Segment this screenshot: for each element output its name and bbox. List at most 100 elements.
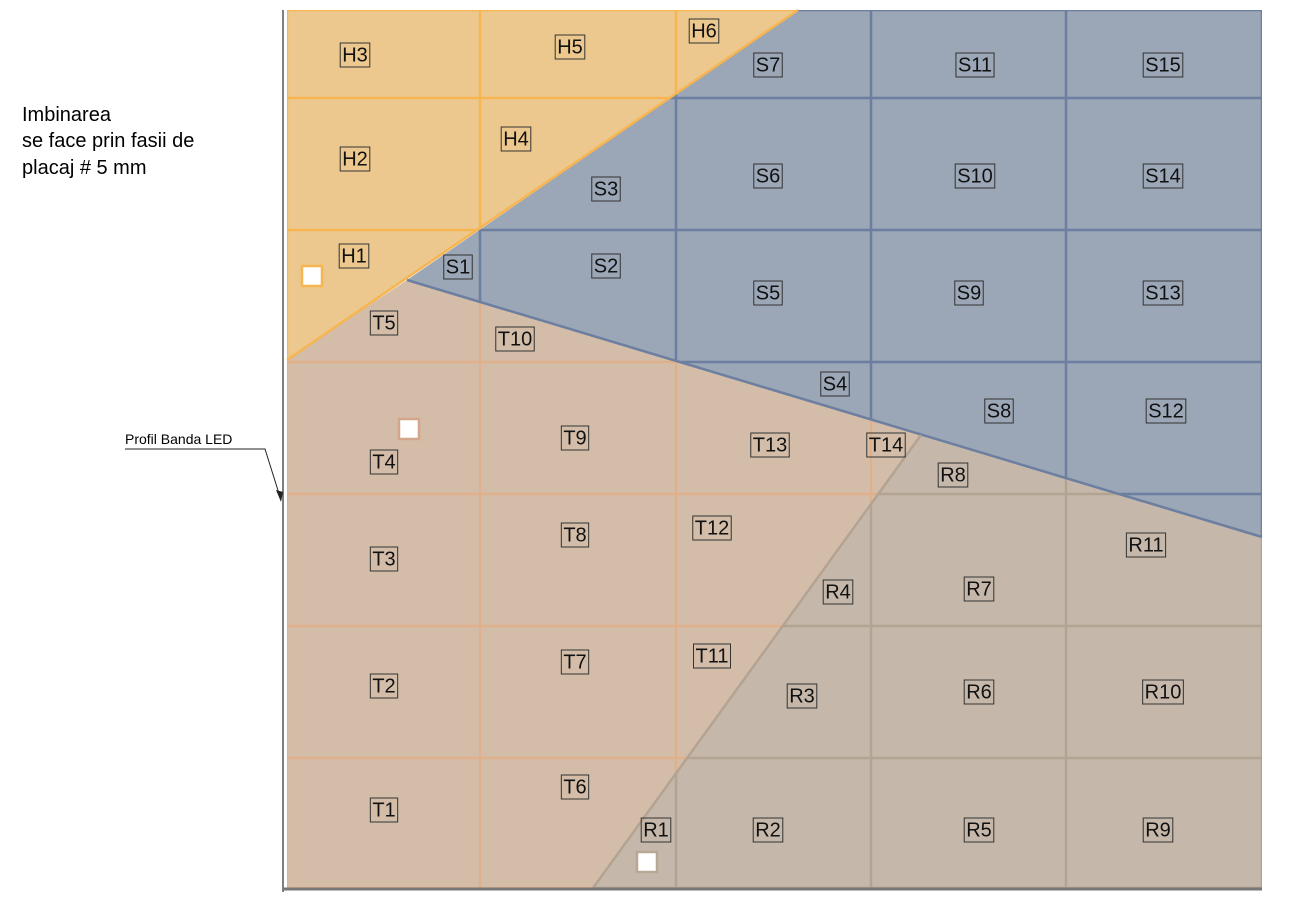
panel-label: T9 xyxy=(560,425,590,451)
label-text: T5 xyxy=(372,312,395,334)
panel-label: R7 xyxy=(963,576,995,602)
labels: H3 H5 H6 S7 S11 S15 H2 H4 S3 S6 S10 S14 H1 S1 S2 S5 S9 S1… xyxy=(338,18,1187,843)
callout-text: Profil Banda LED xyxy=(125,431,232,447)
panel-label: T13 xyxy=(750,432,790,458)
label-text: T1 xyxy=(372,799,395,821)
label-text: T6 xyxy=(563,776,586,798)
panel-label: S8 xyxy=(984,398,1014,424)
label-text: S13 xyxy=(1145,282,1181,304)
label-box xyxy=(688,18,720,44)
panel-label: T2 xyxy=(369,673,399,699)
note-line: Imbinarea xyxy=(22,104,112,126)
note-line: placaj # 5 mm xyxy=(22,157,147,179)
label-box xyxy=(369,673,399,699)
panel-label: H2 xyxy=(339,146,371,172)
boundary xyxy=(406,278,1263,539)
label-box xyxy=(339,146,371,172)
label-text: R8 xyxy=(940,464,966,486)
label-text: S9 xyxy=(957,282,981,304)
panel-label: R1 xyxy=(640,817,672,843)
panel-label: T4 xyxy=(369,449,399,475)
label-box xyxy=(963,817,995,843)
label-text: H1 xyxy=(341,245,367,267)
panel-label: R6 xyxy=(963,679,995,705)
panel-label: H6 xyxy=(688,18,720,44)
label-text: S12 xyxy=(1148,400,1184,422)
label-text: R6 xyxy=(966,681,992,703)
panel-label: T7 xyxy=(560,649,590,675)
panel-label: S4 xyxy=(820,371,850,397)
label-box xyxy=(753,163,783,189)
panel-label: S13 xyxy=(1142,280,1184,306)
leader xyxy=(125,448,282,501)
panel-label: R5 xyxy=(963,817,995,843)
label-text: T8 xyxy=(563,524,586,546)
panel-label: T1 xyxy=(369,797,399,823)
marker-square xyxy=(300,264,324,288)
label-text: S4 xyxy=(823,373,847,395)
label-text: R1 xyxy=(643,819,669,841)
label-text: T13 xyxy=(753,434,787,456)
label-box xyxy=(937,462,969,488)
label-box xyxy=(750,432,790,458)
label-box xyxy=(640,817,672,843)
panel-label: R9 xyxy=(1142,817,1174,843)
label-box xyxy=(984,398,1014,424)
label-box xyxy=(753,280,783,306)
label-box xyxy=(954,280,984,306)
label-box xyxy=(1142,280,1184,306)
label-text: R9 xyxy=(1145,819,1171,841)
label-box xyxy=(338,243,370,269)
label-text: H2 xyxy=(342,148,368,170)
label-box xyxy=(1142,679,1184,705)
panel-label: S2 xyxy=(591,253,621,279)
label-box xyxy=(591,253,621,279)
panel-label: R11 xyxy=(1125,532,1167,558)
note: Imbinarea se face prin fasii de placaj #… xyxy=(22,104,194,179)
label-text: H6 xyxy=(691,20,717,42)
label-box xyxy=(591,176,621,202)
panel-label: R3 xyxy=(786,683,818,709)
panel-label: H1 xyxy=(338,243,370,269)
panel-label: T12 xyxy=(692,515,732,541)
panel-label: T5 xyxy=(369,310,399,336)
label-text: R4 xyxy=(825,581,851,603)
panel-label: T11 xyxy=(693,643,731,669)
label-text: T7 xyxy=(563,651,586,673)
panel-label: T6 xyxy=(560,774,590,800)
label-text: T3 xyxy=(372,548,395,570)
label-box xyxy=(753,52,783,78)
label-text: T9 xyxy=(563,427,586,449)
label-text: S10 xyxy=(957,165,993,187)
panel-label: R2 xyxy=(752,817,784,843)
label-box xyxy=(560,649,590,675)
label-text: S2 xyxy=(594,255,618,277)
label-box xyxy=(692,515,732,541)
label-box xyxy=(786,683,818,709)
label-box xyxy=(822,579,854,605)
panel-label: T8 xyxy=(560,522,590,548)
label-text: T14 xyxy=(869,434,903,456)
label-text: H4 xyxy=(503,128,529,150)
panel-label: T3 xyxy=(369,546,399,572)
panel-label: H4 xyxy=(500,126,532,152)
panel-label: S6 xyxy=(753,163,783,189)
label-box xyxy=(752,817,784,843)
label-text: R11 xyxy=(1128,534,1163,556)
panel-label: R10 xyxy=(1142,679,1184,705)
label-text: T10 xyxy=(498,328,532,350)
label-box xyxy=(443,254,473,280)
panel-label: S10 xyxy=(954,163,996,189)
label-text: S7 xyxy=(756,54,780,76)
panel-label: S12 xyxy=(1145,398,1187,424)
label-box xyxy=(1142,52,1184,78)
label-text: H3 xyxy=(342,44,368,66)
label-box xyxy=(560,774,590,800)
label-text: R7 xyxy=(966,578,992,600)
label-box xyxy=(820,371,850,397)
note-line: se face prin fasii de xyxy=(22,130,194,152)
label-text: S5 xyxy=(756,282,780,304)
label-box xyxy=(500,126,532,152)
label-box xyxy=(1142,817,1174,843)
